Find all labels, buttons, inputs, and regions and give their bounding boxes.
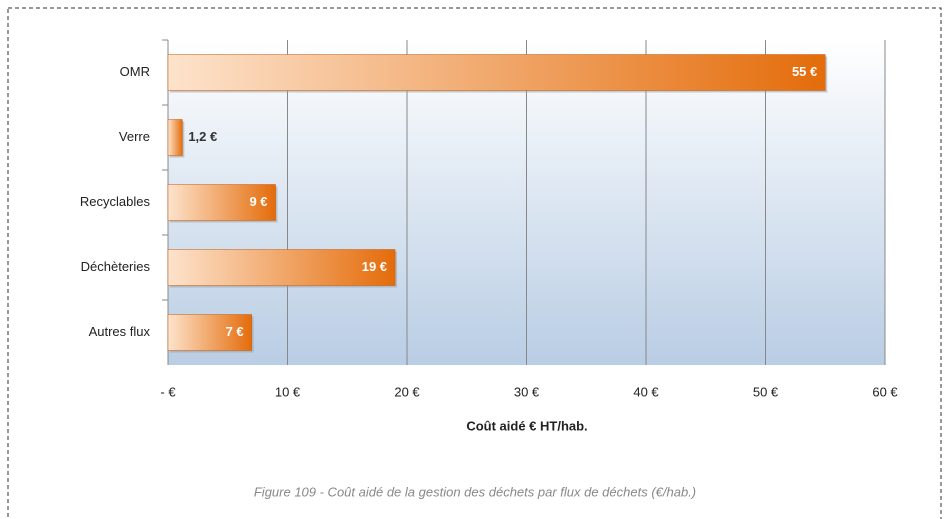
x-axis-title: Coût aidé € HT/hab. — [466, 418, 587, 433]
x-tick-label: 30 € — [514, 384, 540, 399]
value-label: 19 € — [362, 259, 387, 274]
x-tick-label: 10 € — [275, 384, 301, 399]
bar — [167, 249, 396, 286]
value-label: 9 € — [249, 194, 267, 209]
y-tick-label: Déchèteries — [81, 259, 151, 274]
y-tick-label: Verre — [119, 129, 150, 144]
y-tick-label: OMR — [120, 64, 150, 79]
bar — [167, 184, 276, 221]
y-tick-label: Autres flux — [89, 324, 151, 339]
caption: Figure 109 - Coût aidé de la gestion des… — [254, 484, 696, 499]
bar — [167, 54, 826, 91]
y-tick-label: Recyclables — [80, 194, 151, 209]
x-tick-label: 20 € — [394, 384, 420, 399]
x-tick-label: - € — [160, 384, 176, 399]
value-label: 1,2 € — [188, 129, 217, 144]
bar — [167, 314, 252, 351]
frame — [7, 7, 942, 519]
value-label: 7 € — [226, 324, 244, 339]
x-tick-label: 50 € — [753, 384, 779, 399]
x-tick-label: 60 € — [872, 384, 898, 399]
value-label: 55 € — [792, 64, 817, 79]
x-tick-label: 40 € — [633, 384, 659, 399]
bar — [167, 119, 183, 156]
